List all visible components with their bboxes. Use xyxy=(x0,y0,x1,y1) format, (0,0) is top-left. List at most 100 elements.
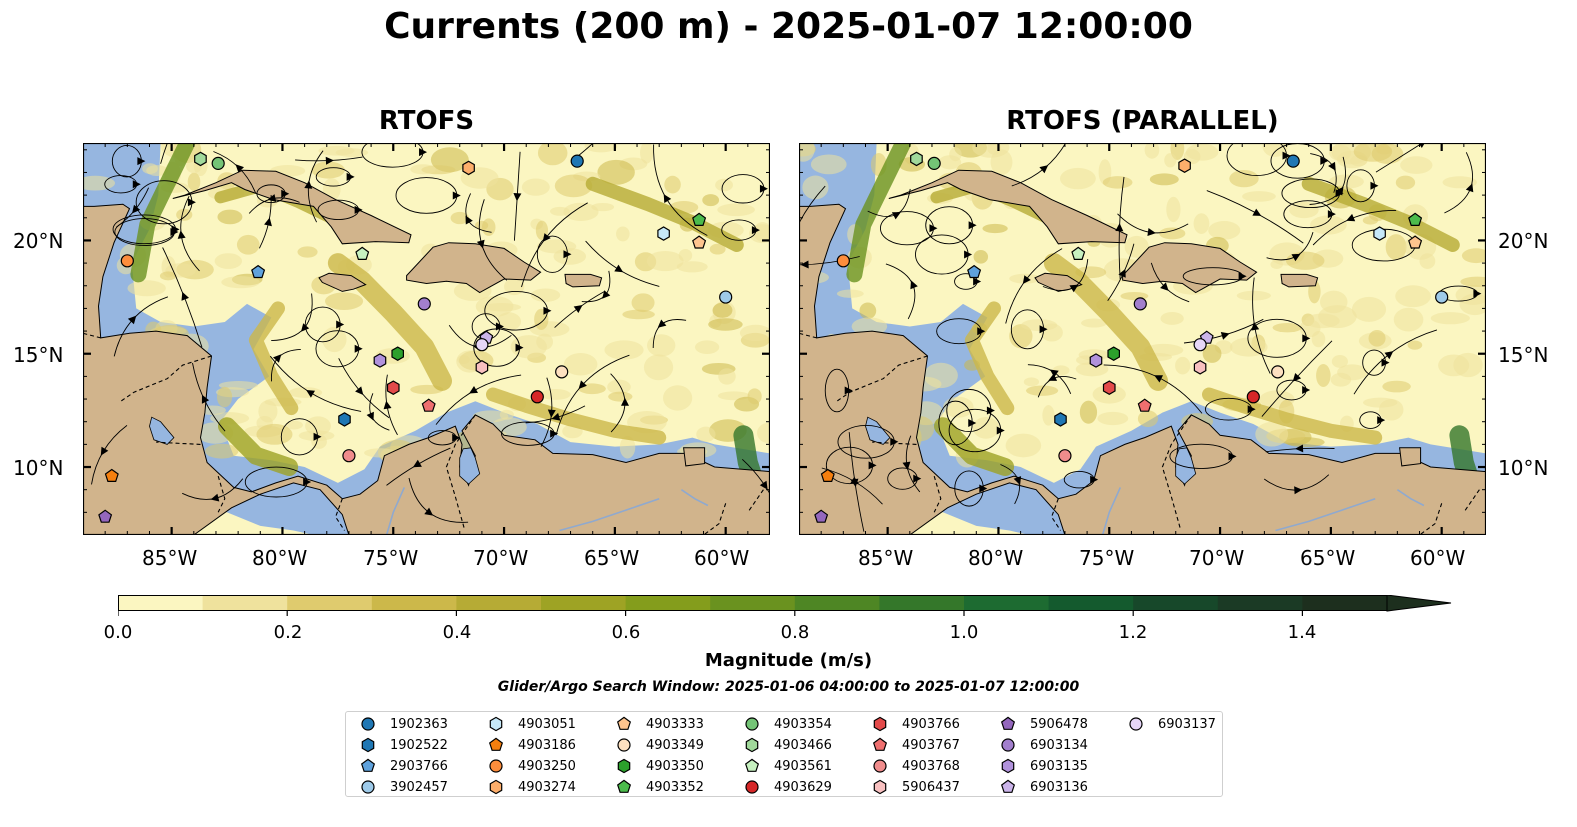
legend-marker xyxy=(1001,758,1015,774)
float-marker-4903352 xyxy=(692,212,707,227)
float-marker-4903186 xyxy=(104,468,119,482)
legend-marker xyxy=(1000,779,1016,793)
lon-tick-label: 65°W xyxy=(584,546,640,570)
legend-marker-pentagon-icon xyxy=(1000,716,1016,730)
legend-label: 4903349 xyxy=(646,737,704,753)
float-marker-3902457 xyxy=(719,290,733,304)
legend-marker-pentagon-icon xyxy=(616,716,632,730)
colorbar-tick-label: 0.8 xyxy=(780,622,810,643)
legend-item: 5906478 xyxy=(1000,714,1088,734)
legend-marker-pentagon-icon xyxy=(744,758,760,772)
land-cuba xyxy=(172,169,412,245)
current-streamlines xyxy=(799,143,1482,532)
legend-label: 4903352 xyxy=(646,779,704,795)
float-marker-4903051 xyxy=(1373,226,1386,241)
legend-label: 3902457 xyxy=(390,779,448,795)
legend-item: 6903137 xyxy=(1128,714,1216,734)
legend-item: 6903134 xyxy=(1000,735,1088,755)
float-marker-6903134 xyxy=(1133,297,1147,311)
legend-item: 4903274 xyxy=(488,777,576,797)
float-marker-4903354 xyxy=(211,156,225,170)
colorbar-tick-label: 0.4 xyxy=(442,622,472,643)
legend-label: 4903466 xyxy=(774,737,832,753)
land-centralAmerica xyxy=(799,143,1486,535)
float-marker-4903466 xyxy=(910,151,923,167)
colorbar-segment xyxy=(118,595,204,611)
legend-label: 6903137 xyxy=(1158,716,1216,732)
legend-label: 4903561 xyxy=(774,758,832,774)
float-marker-4903274 xyxy=(462,160,475,176)
lat-tick-label: 20°N xyxy=(13,229,64,253)
legend-item: 4903561 xyxy=(744,756,832,776)
legend-item: 4903186 xyxy=(488,735,576,755)
legend-marker-hexagon-icon xyxy=(745,737,759,753)
float-marker-4903333 xyxy=(1408,235,1423,249)
legend-label: 6903134 xyxy=(1030,737,1088,753)
colorbar-tick-label: 1.0 xyxy=(949,622,979,643)
legend-marker-circle-icon xyxy=(361,780,375,794)
lon-tick-label: 70°W xyxy=(1189,546,1245,570)
float-marker-4903629 xyxy=(1246,390,1260,404)
lon-tick-label: 60°W xyxy=(694,546,750,570)
legend-marker xyxy=(616,779,632,793)
float-marker-2903766 xyxy=(251,264,266,279)
float-marker-1902522 xyxy=(1054,412,1067,427)
float-marker-4903766 xyxy=(386,380,400,395)
legend-marker xyxy=(745,780,759,794)
legend-marker xyxy=(1129,717,1143,731)
legend-item: 4903354 xyxy=(744,714,832,734)
legend-marker xyxy=(489,716,503,732)
legend-label: 4903274 xyxy=(518,779,576,795)
legend-marker xyxy=(872,737,888,751)
float-marker-1902522 xyxy=(338,412,351,427)
float-marker-4903250 xyxy=(120,254,134,268)
legend-item: 4903051 xyxy=(488,714,576,734)
float-marker-4903250 xyxy=(836,254,850,268)
colorbar-segment xyxy=(541,595,627,611)
colorbar-tick-label: 0.2 xyxy=(273,622,303,643)
lon-tick-label: 85°W xyxy=(142,546,198,570)
float-marker-3902457 xyxy=(1435,290,1449,304)
legend-marker xyxy=(617,738,631,752)
lon-tick-label: 75°W xyxy=(1079,546,1135,570)
legend-label: 4903766 xyxy=(902,716,960,732)
legend-label: 4903768 xyxy=(902,758,960,774)
legend-marker-hexagon-icon xyxy=(489,716,503,732)
colorbar-segment xyxy=(625,595,711,611)
colorbar-segment xyxy=(1217,595,1303,611)
legend-marker-circle-icon xyxy=(617,738,631,752)
lon-tick-label: 60°W xyxy=(1410,546,1466,570)
legend-marker-hexagon-icon xyxy=(1001,758,1015,774)
land-jamaica xyxy=(318,272,367,292)
legend-marker-hexagon-icon xyxy=(489,779,503,795)
legend-item: 6903135 xyxy=(1000,756,1088,776)
colorbar-segment xyxy=(710,595,796,611)
float-marker-4903186 xyxy=(820,468,835,482)
colorbar xyxy=(118,595,1452,616)
legend-item: 4903350 xyxy=(616,756,704,776)
float-marker-4903766 xyxy=(1102,380,1116,395)
legend-item: 4903352 xyxy=(616,777,704,797)
legend-marker-pentagon-icon xyxy=(616,779,632,793)
lat-tick-label: 15°N xyxy=(1498,343,1549,367)
float-marker-5906437 xyxy=(475,360,489,375)
legend-marker xyxy=(360,758,376,772)
legend-item: 4903766 xyxy=(872,714,960,734)
lon-tick-label: 80°W xyxy=(252,546,308,570)
float-marker-4903561 xyxy=(1071,246,1086,261)
colorbar-segment xyxy=(794,595,880,611)
legend-label: 6903135 xyxy=(1030,758,1088,774)
legend-item: 4903767 xyxy=(872,735,960,755)
float-marker-4903561 xyxy=(355,246,370,261)
legend-item: 4903333 xyxy=(616,714,704,734)
land-hispaniola xyxy=(1122,242,1258,294)
float-marker-6903137 xyxy=(1193,338,1207,352)
search-window-text: Glider/Argo Search Window: 2025-01-06 04… xyxy=(497,679,1080,695)
legend-item: 4903629 xyxy=(744,777,832,797)
legend-marker xyxy=(361,737,375,753)
colorbar-segment xyxy=(964,595,1050,611)
land-trinidad xyxy=(683,447,706,467)
legend-marker-hexagon-icon xyxy=(873,779,887,795)
float-marker-4903350 xyxy=(391,346,404,361)
legend-label: 2903766 xyxy=(390,758,448,774)
